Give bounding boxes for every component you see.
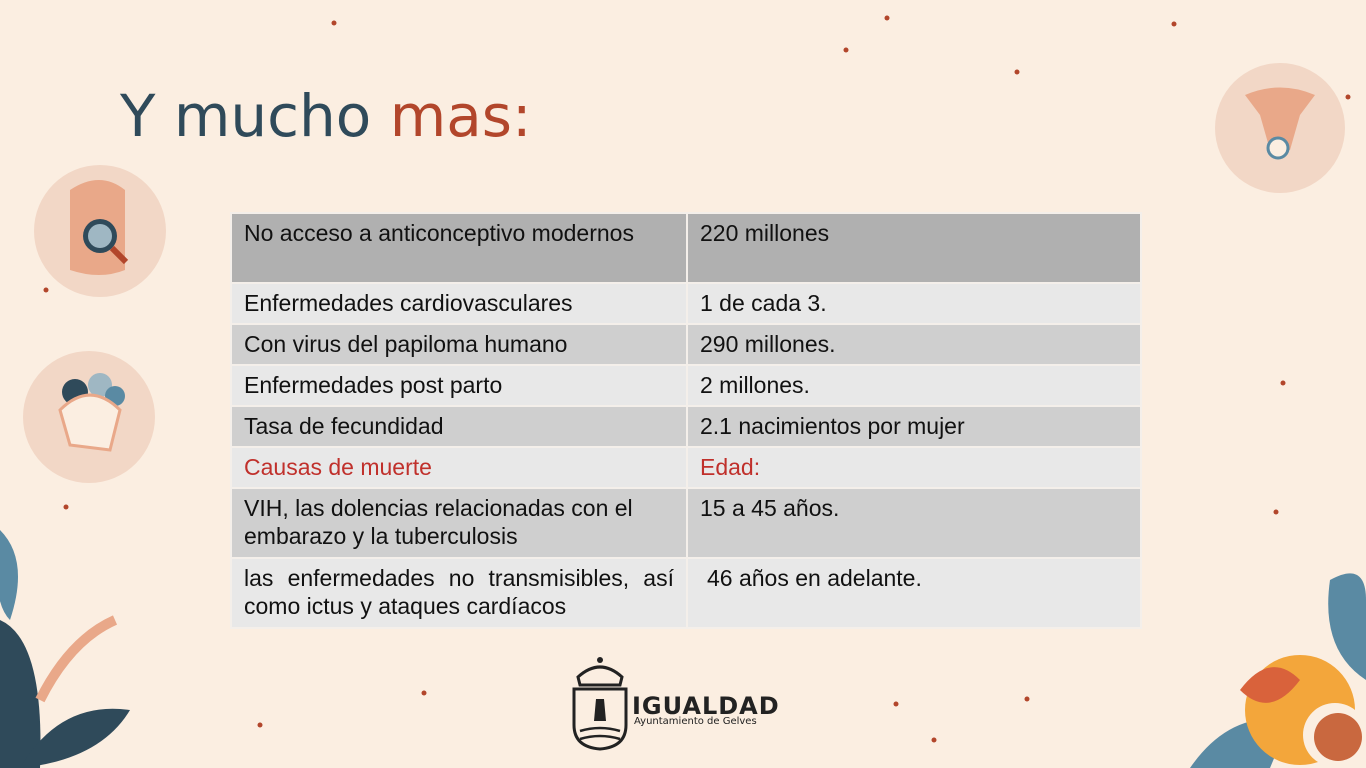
table-row: VIH, las dolencias relacionadas con el e… [230, 487, 1142, 559]
table-cell: 2 millones. [686, 364, 1142, 407]
table-cell: 15 a 45 años. [686, 487, 1142, 559]
table-cell: VIH, las dolencias relacionadas con el e… [230, 487, 688, 559]
table-cell: Enfermedades cardiovasculares [230, 282, 688, 325]
title-accent: mas: [389, 82, 532, 150]
logo-emblem [572, 657, 628, 751]
table-cell: 1 de cada 3. [686, 282, 1142, 325]
table-cell: Con virus del papiloma humano [230, 323, 688, 366]
table-cell: 290 millones. [686, 323, 1142, 366]
logo-subtitle: Ayuntamiento de Gelves [634, 716, 757, 727]
table-cell: 46 años en adelante. [686, 557, 1142, 629]
table-cell: Causas de muerte [230, 446, 688, 489]
table-cell: Edad: [686, 446, 1142, 489]
table-cell: Tasa de fecundidad [230, 405, 688, 448]
table-cell: las enfermedades no transmisibles, así c… [230, 557, 688, 629]
table-cell: 2.1 nacimientos por mujer [686, 405, 1142, 448]
table-cell: 220 millones [686, 212, 1142, 284]
table-row: Enfermedades cardiovasculares 1 de cada 3… [230, 282, 1142, 325]
table-cell: Enfermedades post parto [230, 364, 688, 407]
title: Y mucho mas: [120, 82, 532, 150]
table-row: Causas de muerte Edad: [230, 446, 1142, 489]
title-text: Y mucho [120, 82, 372, 150]
table-row: No acceso a anticonceptivo modernos 220 m… [230, 212, 1142, 284]
table-row: Tasa de fecundidad 2.1 nacimientos por mu… [230, 405, 1142, 448]
table-cell: No acceso a anticonceptivo modernos [230, 212, 688, 284]
table-row: Enfermedades post parto 2 millones. [230, 364, 1142, 407]
data-table: No acceso a anticonceptivo modernos 220 m… [230, 212, 1142, 629]
table-row: Con virus del papiloma humano 290 millone… [230, 323, 1142, 366]
logo-name: IGUALDAD [632, 692, 780, 720]
table-row: las enfermedades no transmisibles, así c… [230, 557, 1142, 629]
